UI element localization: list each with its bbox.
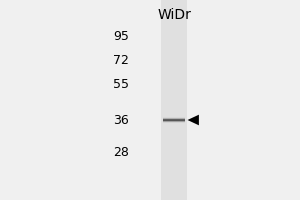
Text: WiDr: WiDr	[157, 8, 191, 22]
Polygon shape	[188, 115, 199, 125]
Text: 55: 55	[113, 77, 129, 90]
Bar	[163, 121, 185, 122]
Bar	[163, 120, 185, 121]
Bar	[163, 122, 185, 123]
Bar	[163, 118, 185, 119]
Bar	[163, 119, 185, 120]
Bar	[161, 0, 187, 200]
Text: 95: 95	[113, 29, 129, 43]
Text: 36: 36	[113, 114, 129, 127]
Text: 72: 72	[113, 53, 129, 66]
Text: 28: 28	[113, 146, 129, 158]
Bar	[163, 117, 185, 118]
